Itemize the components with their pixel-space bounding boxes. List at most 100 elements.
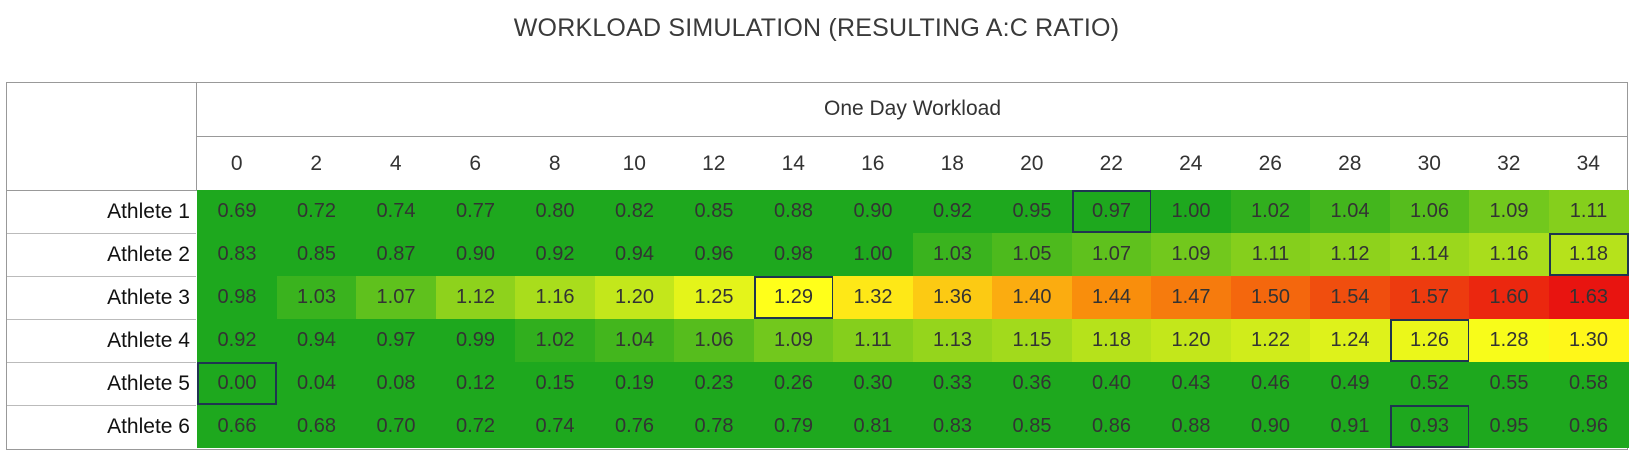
heatmap-cell: 1.20 (594, 276, 675, 319)
heatmap-cell: 1.60 (1469, 276, 1549, 319)
column-header: 8 (548, 152, 561, 175)
column-header: 34 (1576, 152, 1600, 175)
heatmap-cell: 0.33 (912, 362, 993, 405)
row-label: Athlete 5 (107, 372, 190, 395)
column-header: 26 (1258, 152, 1282, 175)
heatmap-cell: 0.68 (276, 405, 357, 448)
column-header: 20 (1020, 152, 1044, 175)
heatmap-cell: 1.14 (1389, 233, 1470, 276)
heatmap-cell: 1.18 (1548, 233, 1629, 276)
heatmap-cell: 0.58 (1548, 362, 1629, 405)
heatmap-cell: 0.08 (356, 362, 436, 405)
heatmap-cell: 0.87 (356, 233, 436, 276)
heatmap-cell: 0.46 (1230, 362, 1311, 405)
column-header: 0 (230, 152, 243, 175)
heatmap-cell: 0.91 (1310, 405, 1390, 448)
column-header: 18 (940, 152, 964, 175)
heatmap-cell: 1.22 (1230, 319, 1311, 362)
heatmap-cell: 0.26 (753, 362, 834, 405)
column-header: 4 (389, 152, 402, 175)
row-separator (7, 405, 196, 406)
heatmap-cell: 0.81 (833, 405, 913, 448)
heatmap-cell: 1.57 (1389, 276, 1470, 319)
heatmap-cell: 0.30 (833, 362, 913, 405)
heatmap-cell: 1.04 (1310, 190, 1390, 233)
heatmap-cell: 0.98 (197, 276, 277, 319)
heatmap-cell: 0.94 (594, 233, 675, 276)
heatmap-cell: 1.06 (1389, 190, 1470, 233)
heatmap-cell: 1.00 (1151, 190, 1231, 233)
heatmap-cell: 0.83 (912, 405, 993, 448)
heatmap-cell: 1.03 (276, 276, 357, 319)
row-label: Athlete 1 (107, 200, 190, 223)
heatmap-cell: 1.15 (992, 319, 1072, 362)
heatmap-cell: 0.82 (594, 190, 675, 233)
heatmap-cell: 0.43 (1151, 362, 1231, 405)
heatmap-cell: 0.66 (197, 405, 277, 448)
heatmap-cell: 0.95 (992, 190, 1072, 233)
heatmap-cell: 1.40 (992, 276, 1072, 319)
heatmap-cell: 1.20 (1151, 319, 1231, 362)
column-header: 6 (469, 152, 482, 175)
heatmap-cell: 1.04 (594, 319, 675, 362)
heatmap-cell: 1.07 (356, 276, 436, 319)
column-header: 10 (622, 152, 646, 175)
chart-title: WORKLOAD SIMULATION (RESULTING A:C RATIO… (513, 14, 1120, 42)
heatmap-cell: 0.97 (356, 319, 436, 362)
heatmap-cell: 1.07 (1071, 233, 1152, 276)
heatmap-cell: 1.47 (1151, 276, 1231, 319)
heatmap-cell: 0.98 (753, 233, 834, 276)
heatmap-cell: 1.32 (833, 276, 913, 319)
heatmap-cell: 0.77 (435, 190, 516, 233)
heatmap-cell: 0.90 (1230, 405, 1311, 448)
column-header: 14 (781, 152, 805, 175)
heatmap-cell: 1.11 (1230, 233, 1311, 276)
heatmap-cell: 1.29 (753, 276, 834, 319)
row-label: Athlete 2 (107, 243, 190, 266)
heatmap-cell: 0.80 (515, 190, 595, 233)
heatmap-cell: 1.11 (833, 319, 913, 362)
heatmap-cell: 0.52 (1389, 362, 1470, 405)
heatmap-cell: 0.72 (435, 405, 516, 448)
heatmap-cell: 0.85 (992, 405, 1072, 448)
heatmap-cell: 1.09 (1469, 190, 1549, 233)
heatmap-cell: 0.92 (912, 190, 993, 233)
group-header-divider (197, 136, 1628, 137)
heatmap-cell: 0.95 (1469, 405, 1549, 448)
heatmap-cell: 0.90 (833, 190, 913, 233)
heatmap-cell: 1.54 (1310, 276, 1390, 319)
heatmap-cell: 0.90 (435, 233, 516, 276)
heatmap-cell: 1.28 (1469, 319, 1549, 362)
heatmap-cell: 0.94 (276, 319, 357, 362)
heatmap-cell: 1.09 (753, 319, 834, 362)
row-separator (7, 319, 196, 320)
column-header: 2 (310, 152, 323, 175)
row-label: Athlete 3 (107, 286, 190, 309)
heatmap-cell: 1.16 (515, 276, 595, 319)
heatmap-cell: 0.15 (515, 362, 595, 405)
heatmap-cell: 1.09 (1151, 233, 1231, 276)
heatmap-cell: 1.02 (1230, 190, 1311, 233)
header-divider-vertical (196, 82, 197, 190)
column-header: 12 (702, 152, 726, 175)
heatmap-cell: 0.88 (1151, 405, 1231, 448)
heatmap-cell: 0.76 (594, 405, 675, 448)
heatmap-cell: 0.23 (674, 362, 754, 405)
heatmap-cell: 0.69 (197, 190, 277, 233)
heatmap-cell: 0.88 (753, 190, 834, 233)
heatmap-cell: 0.96 (1548, 405, 1629, 448)
heatmap-cell: 1.25 (674, 276, 754, 319)
heatmap-cell: 1.13 (912, 319, 993, 362)
heatmap-cell: 1.50 (1230, 276, 1311, 319)
heatmap-cell: 1.18 (1071, 319, 1152, 362)
heatmap-cell: 1.03 (912, 233, 993, 276)
heatmap-cell: 0.19 (594, 362, 675, 405)
heatmap-cell: 0.92 (515, 233, 595, 276)
row-label: Athlete 4 (107, 329, 190, 352)
heatmap-cell: 0.70 (356, 405, 436, 448)
heatmap-cell: 0.92 (197, 319, 277, 362)
heatmap-cell: 1.30 (1548, 319, 1629, 362)
heatmap-cell: 1.63 (1548, 276, 1629, 319)
heatmap-cell: 0.36 (992, 362, 1072, 405)
heatmap-cell: 0.74 (515, 405, 595, 448)
